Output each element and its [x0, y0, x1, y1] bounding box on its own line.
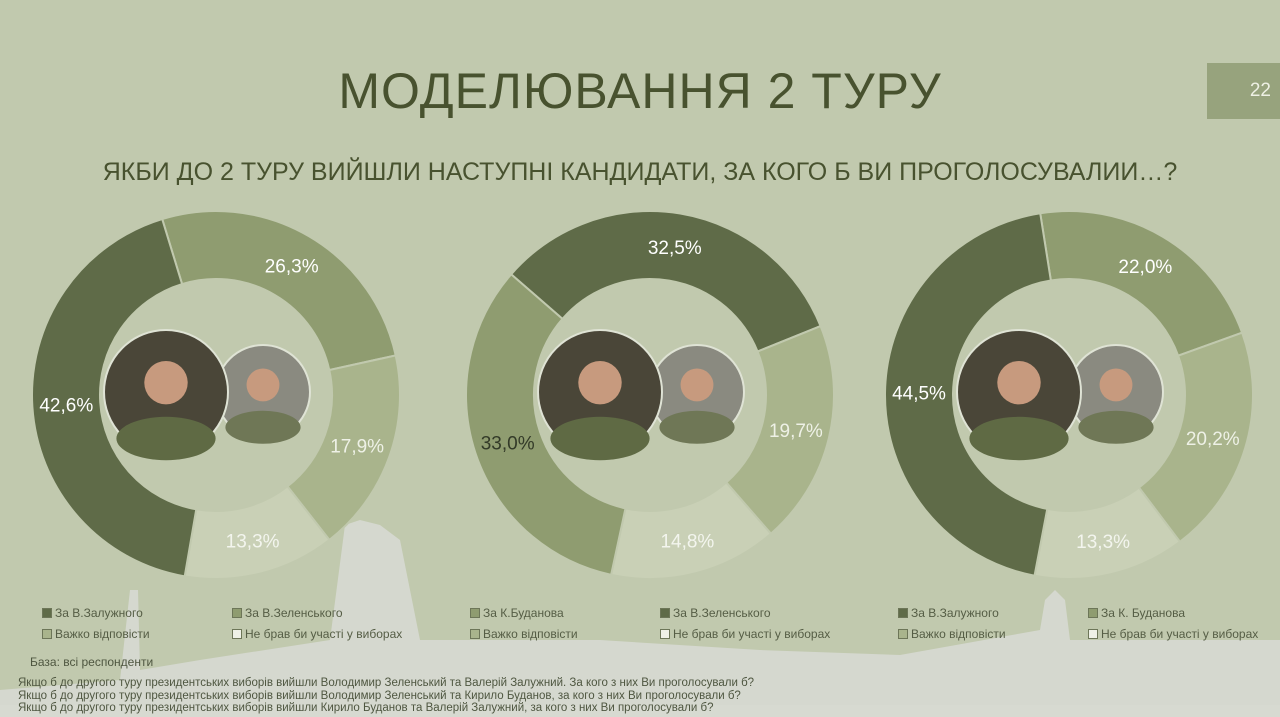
legend-item: За В.Залужного: [42, 606, 143, 620]
question-notes: Якщо б до другого туру президентських ви…: [18, 677, 754, 715]
note-line: Якщо б до другого туру президентських ви…: [18, 677, 755, 689]
legend-label: За В.Залужного: [911, 606, 999, 620]
donut-slice: [160, 210, 397, 372]
data-label: 20,2%: [1186, 429, 1240, 450]
data-label: 33,0%: [481, 433, 535, 454]
legend-swatch: [660, 629, 670, 639]
legend-label: За В.Зеленського: [245, 606, 343, 620]
legend-swatch: [42, 608, 52, 618]
data-label: 42,6%: [39, 395, 93, 416]
candidate-photo-face: [680, 368, 714, 402]
legend-swatch: [1088, 629, 1098, 639]
legend-item: За К. Буданова: [1088, 606, 1185, 620]
candidate-photo-body: [225, 410, 301, 444]
donut-slice: [724, 324, 835, 536]
legend-label: За К.Буданова: [483, 606, 564, 620]
donut-slice: [31, 217, 198, 578]
legend-item: За В.Зеленського: [660, 606, 771, 620]
legend-item: Важко відповісти: [898, 627, 1006, 641]
legend-item: За В.Залужного: [898, 606, 999, 620]
legend-label: За К. Буданова: [1101, 606, 1186, 620]
data-label: 14,8%: [660, 531, 714, 552]
legend-swatch: [42, 629, 52, 639]
base-note: База: всі респонденти: [30, 655, 154, 669]
note-line: Якщо б до другого туру президентських ви…: [18, 689, 741, 702]
legend-swatch: [898, 629, 908, 639]
legend-item: Не брав би участі у виборах: [1088, 627, 1258, 641]
candidate-photo-face: [246, 368, 280, 402]
legend-label: Важко відповісти: [911, 627, 1006, 641]
legend-label: Важко відповісти: [55, 627, 150, 641]
data-label: 13,3%: [226, 531, 280, 552]
donut-slice: [884, 212, 1052, 577]
page-number: 22: [1207, 63, 1280, 119]
legend-item: Важко відповісти: [42, 627, 150, 641]
data-label: 17,9%: [330, 437, 384, 458]
candidate-photo-body: [659, 410, 735, 444]
data-label: 44,5%: [892, 384, 946, 405]
data-label: 32,5%: [648, 238, 702, 259]
legend-swatch: [660, 608, 670, 618]
candidate-photo-face: [144, 361, 188, 405]
page-title: МОДЕЛЮВАННЯ 2 ТУРУ: [338, 63, 942, 119]
data-label: 13,3%: [1076, 532, 1130, 553]
candidate-photo-body: [116, 416, 216, 461]
legend-label: Важко відповісти: [483, 627, 578, 641]
legend-label: Не брав би участі у виборах: [673, 627, 831, 641]
candidate-photo-body: [969, 416, 1069, 461]
note-line: Якщо б до другого туру президентських ви…: [18, 702, 714, 714]
legend-swatch: [232, 629, 242, 639]
legend-label: Не брав би участі у виборах: [245, 627, 403, 641]
candidate-photo-face: [997, 361, 1041, 405]
question-subtitle: ЯКБИ ДО 2 ТУРУ ВИЙШЛИ НАСТУПНІ КАНДИДАТИ…: [102, 158, 1178, 186]
legend-item: За К.Буданова: [470, 606, 564, 620]
legend-item: За В.Зеленського: [232, 606, 343, 620]
donut-slice: [1039, 210, 1244, 357]
legend-label: За В.Зеленського: [673, 606, 771, 620]
donut-slice: [509, 210, 822, 353]
legend-item: Не брав би участі у виборах: [660, 627, 830, 641]
data-label: 19,7%: [769, 421, 823, 442]
legend-item: Не брав би участі у виборах: [232, 627, 402, 641]
data-label: 26,3%: [265, 256, 319, 277]
legend-swatch: [898, 608, 908, 618]
legend-label: За В.Залужного: [55, 606, 143, 620]
legend-swatch: [1088, 608, 1098, 618]
legend-item: Важко відповісти: [470, 627, 578, 641]
legend-label: Не брав би участі у виборах: [1101, 627, 1259, 641]
candidate-photo-face: [578, 361, 622, 405]
legend-swatch: [232, 608, 242, 618]
data-label: 22,0%: [1118, 257, 1172, 278]
candidate-photo-body: [1078, 410, 1154, 444]
legend-swatch: [470, 608, 480, 618]
candidate-photo-face: [1099, 368, 1133, 402]
donut-slice: [465, 272, 627, 577]
legend-swatch: [470, 629, 480, 639]
candidate-photo-body: [550, 416, 650, 461]
